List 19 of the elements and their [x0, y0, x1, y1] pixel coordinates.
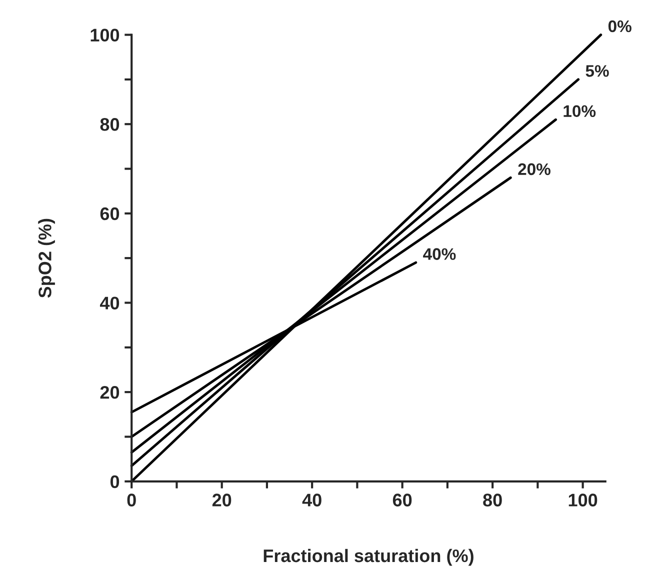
y-tick-label: 60 — [100, 207, 120, 220]
y-tick-label: 40 — [100, 296, 120, 310]
annotation: 0% — [608, 20, 632, 32]
x-tick-label: 100 — [568, 494, 598, 506]
y-axis-title: SpO2 (%) — [38, 218, 55, 298]
x-tick-label: 20 — [212, 494, 232, 506]
x-tick-label: 60 — [392, 494, 412, 506]
y-tick-label: 80 — [100, 118, 120, 131]
x-axis-title: Fractional saturation (%) — [264, 548, 474, 566]
annotation: 20% — [518, 163, 550, 176]
annotation: 5% — [586, 65, 609, 77]
y-tick-label: 100 — [90, 28, 120, 42]
annotation: 40% — [423, 248, 456, 260]
x-tick-label: 40 — [302, 494, 322, 506]
y-tick-label: 20 — [100, 386, 120, 399]
y-tick-label: 0 — [110, 475, 120, 488]
x-tick-label: 0 — [127, 494, 136, 506]
x-tick-label: 80 — [483, 494, 502, 506]
annotation: 10% — [564, 105, 596, 118]
